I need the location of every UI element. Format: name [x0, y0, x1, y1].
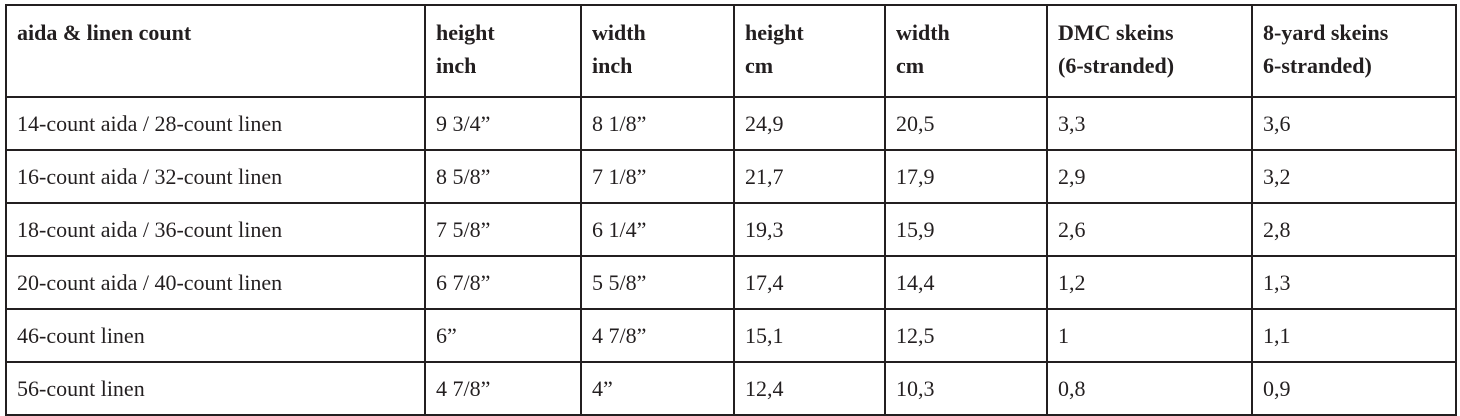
- table-cell: 19,3: [733, 202, 886, 257]
- table-cell: 1,1: [1251, 308, 1457, 363]
- header-text: (6-stranded): [1058, 53, 1175, 78]
- table-cell: 17,4: [733, 255, 886, 310]
- table-cell: 1,3: [1251, 255, 1457, 310]
- table-cell: 0,8: [1046, 361, 1253, 416]
- header-text: height: [436, 20, 495, 45]
- row-label: 16-count aida / 32-count linen: [5, 149, 426, 204]
- table-cell: 2,8: [1251, 202, 1457, 257]
- header-cell: 8-yard skeins 6-stranded): [1251, 4, 1457, 98]
- table-cell: 6”: [424, 308, 582, 363]
- table-cell: 21,7: [733, 149, 886, 204]
- table-cell: 3,6: [1251, 96, 1457, 151]
- table-cell: 24,9: [733, 96, 886, 151]
- table-cell: 12,4: [733, 361, 886, 416]
- table-cell: 4”: [580, 361, 735, 416]
- table-cell: 15,9: [884, 202, 1048, 257]
- table-cell: 3,2: [1251, 149, 1457, 204]
- table-cell: 17,9: [884, 149, 1048, 204]
- table-cell: 12,5: [884, 308, 1048, 363]
- table-row: 20-count aida / 40-count linen 6 7/8” 5 5/…: [5, 255, 1457, 310]
- table-cell: 6 1/4”: [580, 202, 735, 257]
- data-table: aida & linen count height inch width inch hei…: [5, 4, 1457, 416]
- table-row: 56-count linen 4 7/8” 4” 12,4 10,3 0,8 0,9: [5, 361, 1457, 416]
- table-cell: 3,3: [1046, 96, 1253, 151]
- header-text: height: [745, 20, 804, 45]
- table-row: 16-count aida / 32-count linen 8 5/8” 7 1/…: [5, 149, 1457, 204]
- row-label: 18-count aida / 36-count linen: [5, 202, 426, 257]
- row-label: 46-count linen: [5, 308, 426, 363]
- table-cell: 6 7/8”: [424, 255, 582, 310]
- table-cell: 4 7/8”: [580, 308, 735, 363]
- header-row: aida & linen count height inch width inch hei…: [5, 4, 1457, 98]
- header-text: inch: [592, 53, 633, 78]
- table-cell: 9 3/4”: [424, 96, 582, 151]
- header-cell: height inch: [424, 4, 582, 98]
- table-cell: 5 5/8”: [580, 255, 735, 310]
- header-cell: width cm: [884, 4, 1048, 98]
- header-text: width: [896, 20, 950, 45]
- table-cell: 1: [1046, 308, 1253, 363]
- table-body: 14-count aida / 28-count linen 9 3/4” 8 1/…: [5, 96, 1457, 416]
- header-cell: aida & linen count: [5, 4, 426, 98]
- header-text: width: [592, 20, 646, 45]
- table-cell: 8 5/8”: [424, 149, 582, 204]
- table-cell: 20,5: [884, 96, 1048, 151]
- table-row: 18-count aida / 36-count linen 7 5/8” 6 1/…: [5, 202, 1457, 257]
- table-row: 46-count linen 6” 4 7/8” 15,1 12,5 1 1,1: [5, 308, 1457, 363]
- table-cell: 0,9: [1251, 361, 1457, 416]
- header-cell: width inch: [580, 4, 735, 98]
- header-text: 6-stranded): [1263, 53, 1372, 78]
- header-text: cm: [745, 53, 774, 78]
- table-cell: 8 1/8”: [580, 96, 735, 151]
- header-cell: height cm: [733, 4, 886, 98]
- row-label: 14-count aida / 28-count linen: [5, 96, 426, 151]
- table-cell: 14,4: [884, 255, 1048, 310]
- table-cell: 7 1/8”: [580, 149, 735, 204]
- table-cell: 1,2: [1046, 255, 1253, 310]
- table-row: 14-count aida / 28-count linen 9 3/4” 8 1/…: [5, 96, 1457, 151]
- header-text: 8-yard skeins: [1263, 20, 1389, 45]
- table-cell: 2,6: [1046, 202, 1253, 257]
- row-label: 20-count aida / 40-count linen: [5, 255, 426, 310]
- table-cell: 4 7/8”: [424, 361, 582, 416]
- row-label: 56-count linen: [5, 361, 426, 416]
- header-text: cm: [896, 53, 925, 78]
- table-cell: 15,1: [733, 308, 886, 363]
- header-text: aida & linen count: [17, 20, 192, 45]
- header-text: inch: [436, 53, 477, 78]
- table-cell: 7 5/8”: [424, 202, 582, 257]
- header-text: DMC skeins: [1058, 20, 1174, 45]
- table-cell: 2,9: [1046, 149, 1253, 204]
- header-cell: DMC skeins (6-stranded): [1046, 4, 1253, 98]
- table-cell: 10,3: [884, 361, 1048, 416]
